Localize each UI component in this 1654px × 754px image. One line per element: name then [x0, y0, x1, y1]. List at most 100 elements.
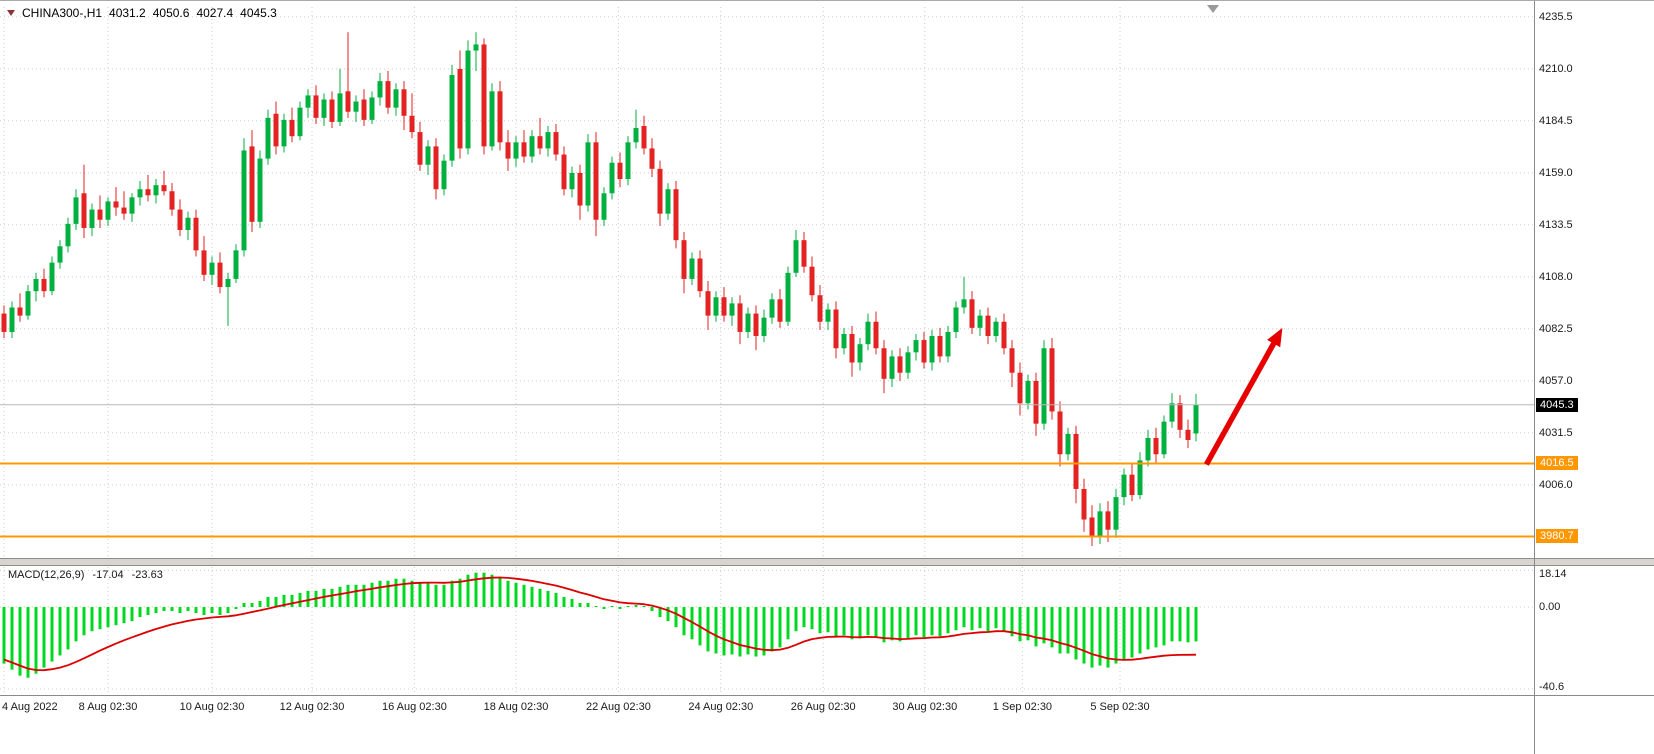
candle-body: [465, 50, 471, 149]
level-price-badge[interactable]: 3980.7: [1536, 529, 1578, 544]
time-axis-label: 12 Aug 02:30: [279, 701, 345, 713]
macd-histogram-bar: [778, 607, 782, 648]
candle-body: [561, 154, 567, 190]
macd-histogram-bar: [858, 607, 862, 639]
macd-histogram-bar: [154, 607, 158, 614]
macd-histogram-bar: [986, 607, 990, 632]
chart-shift-icon[interactable]: [1207, 5, 1219, 13]
macd-histogram-bar: [1186, 607, 1190, 643]
macd-histogram-bar: [754, 607, 758, 657]
panel-splitter[interactable]: [0, 558, 1654, 566]
candle-body: [361, 99, 367, 120]
candle-body: [481, 44, 487, 147]
macd-histogram-bar: [226, 607, 230, 614]
candle-body: [961, 299, 967, 308]
macd-histogram-bar: [1026, 607, 1030, 641]
macd-histogram-bar: [538, 588, 542, 607]
candle-body: [1193, 404, 1199, 434]
candle-body: [1049, 348, 1055, 412]
macd-histogram-bar: [1114, 607, 1118, 664]
macd-histogram-bar: [66, 607, 70, 650]
macd-histogram-bar: [178, 607, 182, 614]
macd-histogram-bar: [522, 584, 526, 607]
trend-arrow[interactable]: [1203, 327, 1283, 466]
candle-body: [329, 99, 335, 122]
macd-histogram-bar: [1162, 607, 1166, 646]
level-price-badge[interactable]: 4016.5: [1536, 456, 1578, 471]
macd-histogram-bar: [882, 607, 886, 643]
macd-histogram-bar: [338, 586, 342, 607]
time-axis[interactable]: 4 Aug 2022 8 Aug 02:30 10 Aug 02:30 12 Aug …: [0, 695, 1534, 725]
candle-body: [689, 258, 695, 279]
candle-body: [537, 136, 543, 149]
macd-histogram-bar: [1034, 607, 1038, 647]
macd-histogram-bar: [866, 607, 870, 636]
candle-body: [657, 168, 663, 214]
price-axis-label: 4082.5: [1539, 322, 1573, 335]
time-axis-label: 30 Aug 02:30: [892, 701, 958, 713]
macd-axis-label: 18.14: [1539, 568, 1567, 580]
macd-histogram-bar: [642, 605, 646, 607]
macd-histogram-bar: [394, 578, 398, 607]
candle-body: [865, 321, 871, 345]
macd-histogram-bar: [914, 607, 918, 636]
macd-histogram-bar: [130, 607, 134, 622]
time-axis-label: 16 Aug 02:30: [381, 701, 447, 713]
candle-body: [849, 333, 855, 363]
macd-histogram-bar: [98, 607, 102, 630]
macd-histogram-bar: [194, 607, 198, 614]
candle-body: [1169, 403, 1175, 422]
macd-histogram-bar: [682, 607, 686, 636]
macd-histogram-bar: [10, 607, 14, 670]
candle-body: [433, 146, 439, 190]
macd-histogram-bar: [306, 590, 310, 607]
symbol-dropdown-icon[interactable]: [7, 10, 15, 16]
macd-histogram-bar: [546, 590, 550, 607]
macd-histogram-bar: [58, 607, 62, 656]
price-axis[interactable]: 4235.5 4210.0 4184.5 4159.0 4133.5 4108.0 4082…: [1535, 1, 1654, 754]
symbol-header: CHINA300-,H1 4031.2 4050.6 4027.4 4045.3: [7, 6, 277, 20]
candle-body: [321, 99, 327, 118]
candle-body: [801, 240, 807, 267]
candle-body: [625, 142, 631, 180]
macd-indicator-label: MACD(12,26,9) -17.04 -23.63: [8, 569, 163, 581]
candle-body: [441, 160, 447, 190]
candle-body: [769, 299, 775, 318]
candle-body: [281, 119, 287, 147]
macd-histogram-bar: [1010, 607, 1014, 637]
macd-signal-value: -23.63: [131, 569, 163, 581]
candle-body: [169, 191, 175, 210]
candle-body: [73, 197, 79, 224]
grid: [0, 7, 1534, 693]
macd-histogram-bar: [170, 607, 174, 612]
macd-histogram-bar: [930, 607, 934, 636]
macd-histogram-bar: [978, 607, 982, 629]
candle-body: [585, 142, 591, 206]
macd-histogram-bar: [418, 582, 422, 607]
candle-body: [89, 209, 95, 228]
macd-histogram-bar: [1138, 607, 1142, 654]
macd-histogram-bar: [690, 607, 694, 640]
macd-histogram-bar: [1058, 607, 1062, 654]
candle-body: [1089, 517, 1095, 536]
macd-histogram-bar: [450, 580, 454, 607]
candle-body: [185, 217, 191, 230]
candle-body: [809, 266, 815, 296]
candle-body: [1129, 474, 1135, 496]
candle-body: [857, 344, 863, 363]
macd-histogram-bar: [34, 607, 38, 674]
candle-body: [633, 128, 639, 143]
trend-arrow-shaft[interactable]: [1203, 334, 1281, 466]
macd-histogram-bar: [1066, 607, 1070, 654]
macd-histogram-bar: [786, 607, 790, 640]
candle-body: [577, 172, 583, 206]
candle-body: [825, 309, 831, 322]
candle-body: [609, 162, 615, 194]
macd-histogram-bar: [570, 598, 574, 607]
macd-histogram-bar: [634, 604, 638, 607]
macd-histogram-bar: [322, 588, 326, 607]
macd-histogram-bar: [378, 580, 382, 607]
trend-arrow-head[interactable]: [1267, 327, 1283, 348]
macd-histogram-bar: [890, 607, 894, 641]
